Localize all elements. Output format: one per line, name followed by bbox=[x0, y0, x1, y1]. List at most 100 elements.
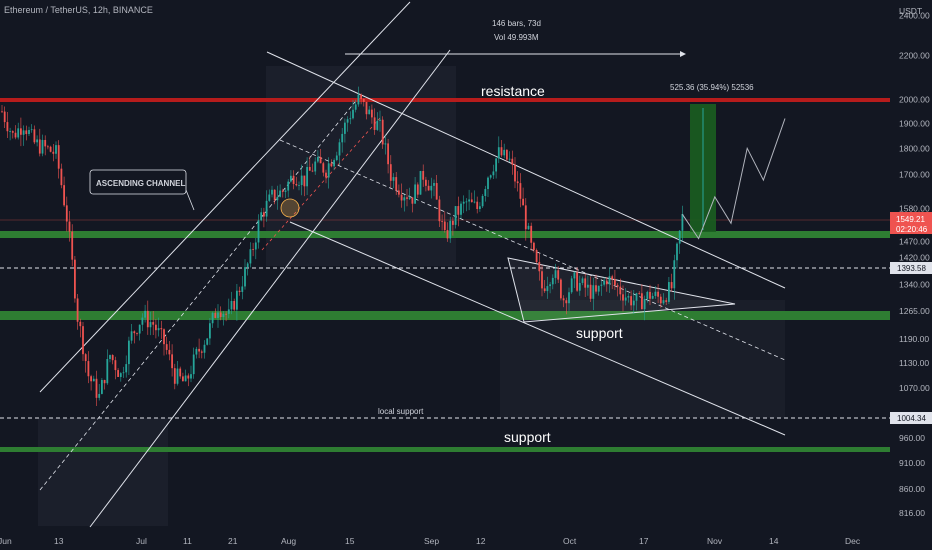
candle-body bbox=[241, 286, 244, 293]
support-label-mid: support bbox=[576, 325, 623, 341]
candle-body bbox=[657, 291, 659, 297]
x-tick-label: 14 bbox=[769, 536, 779, 546]
candle-body bbox=[36, 139, 38, 143]
candle-body bbox=[209, 323, 211, 339]
candle-body bbox=[611, 276, 614, 280]
candle-body bbox=[273, 189, 276, 201]
candle-body bbox=[206, 338, 209, 345]
candle-body bbox=[511, 158, 514, 165]
channel-upper bbox=[39, 1, 411, 393]
candle-body bbox=[352, 109, 354, 119]
candle-body bbox=[144, 310, 146, 318]
time-axis-bg bbox=[0, 532, 932, 550]
candle-body bbox=[522, 198, 524, 206]
candle-body bbox=[14, 132, 17, 138]
candle-body bbox=[549, 284, 551, 287]
y-tick-label: 1265.00 bbox=[899, 306, 930, 316]
candle-body bbox=[527, 225, 530, 230]
candle-body bbox=[295, 183, 298, 186]
x-tick-label: 21 bbox=[228, 536, 238, 546]
candle-body bbox=[533, 242, 535, 250]
y-tick-label: 960.00 bbox=[899, 433, 925, 443]
candle-body bbox=[435, 183, 438, 200]
candle-body bbox=[614, 279, 616, 286]
candle-body bbox=[211, 312, 214, 324]
candle-body bbox=[103, 379, 106, 384]
candle-body bbox=[173, 368, 176, 384]
candle-body bbox=[557, 270, 560, 280]
candle-body bbox=[303, 175, 306, 187]
candle-body bbox=[619, 286, 622, 295]
candle-body bbox=[219, 312, 222, 318]
candle-body bbox=[530, 225, 533, 243]
candle-body bbox=[52, 151, 55, 154]
candle-body bbox=[265, 200, 268, 217]
candle-body bbox=[651, 295, 654, 299]
candle-body bbox=[109, 355, 111, 360]
candle-body bbox=[11, 131, 14, 133]
candle-body bbox=[344, 122, 346, 134]
candle-body bbox=[587, 284, 589, 288]
candle-body bbox=[128, 340, 130, 365]
candle-body bbox=[360, 94, 362, 99]
candle-body bbox=[438, 199, 441, 222]
candle-body bbox=[41, 139, 44, 154]
candle-body bbox=[427, 185, 430, 191]
x-tick-label: 17 bbox=[639, 536, 649, 546]
candle-body bbox=[28, 130, 30, 135]
candle-body bbox=[568, 292, 570, 304]
candle-body bbox=[238, 290, 241, 293]
candle-body bbox=[457, 206, 460, 215]
candle-body bbox=[678, 230, 681, 244]
candle-body bbox=[425, 179, 427, 186]
candle-body bbox=[68, 221, 71, 232]
candle-body bbox=[635, 293, 638, 301]
candle-body bbox=[319, 157, 322, 164]
candle-body bbox=[398, 190, 400, 195]
candle-body bbox=[79, 321, 82, 327]
candle-body bbox=[576, 272, 578, 291]
candle-body bbox=[106, 359, 109, 384]
candle-body bbox=[584, 278, 587, 288]
candle-body bbox=[395, 177, 398, 191]
candle-body bbox=[416, 184, 419, 195]
resistance-line bbox=[0, 98, 890, 102]
candle-body bbox=[101, 379, 103, 394]
candle-body bbox=[287, 181, 290, 191]
candle-body bbox=[84, 354, 87, 362]
countdown-text: 02:20:46 bbox=[896, 225, 928, 234]
candle-body bbox=[365, 101, 368, 115]
current-price-text: 1549.21 bbox=[896, 215, 925, 224]
candle-body bbox=[392, 177, 395, 181]
candle-body bbox=[662, 300, 665, 304]
candle-body bbox=[341, 133, 344, 143]
candle-body bbox=[290, 175, 292, 182]
candle-body bbox=[676, 243, 678, 261]
candle-body bbox=[184, 375, 187, 382]
candle-body bbox=[362, 98, 365, 102]
candle-body bbox=[233, 300, 236, 310]
candle-body bbox=[306, 166, 308, 187]
candle-body bbox=[95, 378, 98, 398]
candle-body bbox=[659, 296, 662, 304]
candle-body bbox=[492, 171, 495, 176]
y-tick-label: 1700.00 bbox=[899, 170, 930, 180]
candle-body bbox=[182, 376, 184, 382]
candle-body bbox=[192, 354, 195, 375]
candle-body bbox=[524, 205, 527, 230]
candle-body bbox=[600, 284, 603, 286]
candle-body bbox=[514, 164, 516, 182]
candle-body bbox=[230, 300, 233, 310]
candle-body bbox=[638, 293, 641, 294]
candle-body bbox=[414, 184, 416, 204]
candle-body bbox=[443, 221, 446, 231]
channel-lower bbox=[89, 49, 451, 528]
descending-lower bbox=[289, 221, 786, 436]
candle-body bbox=[179, 368, 182, 377]
candle-body bbox=[260, 212, 263, 221]
candle-body bbox=[119, 373, 122, 377]
candle-body bbox=[379, 119, 381, 121]
candle-body bbox=[90, 376, 92, 382]
candle-body bbox=[111, 355, 114, 361]
